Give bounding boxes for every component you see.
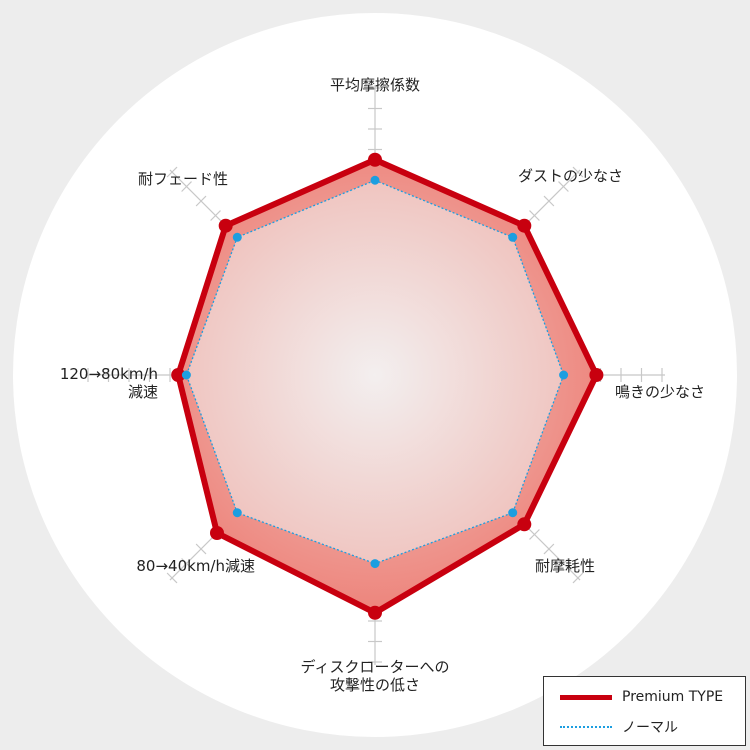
point-normal-6 [181, 370, 191, 380]
point-premium-6 [171, 368, 186, 382]
point-premium-2 [589, 368, 604, 382]
point-premium-3 [517, 517, 532, 532]
axis-tick [210, 210, 221, 221]
legend-item-normal: ノーマル [560, 717, 678, 737]
axis-label-line: 平均摩擦係数 [330, 76, 420, 94]
axis-label-2: 鳴きの少なさ [615, 383, 705, 401]
point-normal-7 [232, 232, 242, 242]
axis-tick [195, 543, 207, 555]
axis-label-line: ディスクローターへの [301, 658, 450, 676]
point-premium-1 [517, 218, 532, 233]
axis-tick [543, 543, 555, 555]
axis-tick [166, 572, 178, 584]
axis-tick [543, 195, 555, 207]
legend-swatch-premium [560, 694, 612, 700]
point-premium-4 [368, 605, 382, 620]
legend-label-normal: ノーマル [622, 720, 678, 736]
axis-label-line: 耐摩耗性 [535, 557, 595, 575]
axis-label-line: 鳴きの少なさ [615, 383, 705, 401]
point-premium-5 [209, 526, 224, 541]
axis-label-line: 減速 [128, 383, 158, 401]
point-normal-0 [370, 175, 380, 185]
axis-tick [558, 181, 569, 192]
axis-label-line: 耐フェード性 [138, 170, 228, 188]
axis-label-6: 120→80km/h 減速 [60, 365, 158, 401]
series-line-normal [185, 179, 565, 565]
axis-label-line: 80→40km/h減速 [136, 557, 255, 575]
point-normal-1 [508, 232, 518, 242]
legend-label-premium: Premium TYPE [622, 689, 724, 705]
axis-tick [166, 166, 178, 178]
axis-label-3: 耐摩耗性 [535, 557, 595, 575]
axis-label-line: 120→80km/h [60, 365, 158, 383]
point-premium-7 [218, 218, 233, 233]
axis-label-line: ダストの少なさ [518, 167, 623, 185]
legend-item-premium: Premium TYPE [560, 687, 723, 707]
axis-label-0: 平均摩擦係数 [330, 76, 420, 94]
axis-tick [181, 181, 192, 192]
series-layer [171, 152, 604, 620]
point-normal-5 [232, 508, 242, 518]
point-normal-2 [559, 370, 569, 380]
point-normal-4 [370, 559, 380, 569]
axis-tick [572, 166, 584, 178]
axis-tick [181, 558, 192, 569]
axis-label-7: 耐フェード性 [138, 170, 228, 188]
axis-label-line: 攻撃性の低さ [330, 676, 420, 694]
point-normal-3 [508, 508, 518, 518]
axis-label-4: ディスクローターへの攻撃性の低さ [301, 658, 450, 694]
axis-tick [572, 572, 584, 584]
axis-tick [529, 529, 540, 540]
axis-label-1: ダストの少なさ [518, 167, 623, 185]
legend-swatch-normal [560, 726, 612, 728]
axis-tick [558, 558, 569, 569]
point-premium-0 [368, 152, 382, 167]
legend: Premium TYPE ノーマル [543, 676, 746, 746]
axis-tick [529, 210, 540, 221]
axis-tick [195, 195, 207, 207]
axis-label-5: 80→40km/h減速 [136, 557, 255, 575]
